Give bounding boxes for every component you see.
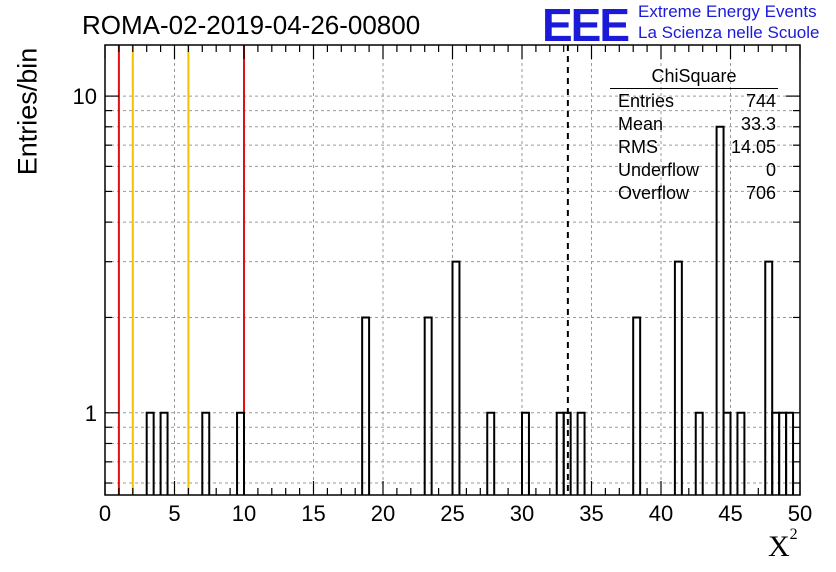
x-tick-label: 10 bbox=[232, 501, 256, 526]
x-tick-label: 50 bbox=[788, 501, 812, 526]
histogram-bin bbox=[361, 316, 371, 495]
x-tick-label: 20 bbox=[371, 501, 395, 526]
histogram-bin bbox=[451, 260, 461, 495]
histogram-bin bbox=[236, 411, 245, 495]
x-tick-label: 25 bbox=[440, 501, 464, 526]
x-tick-label: 5 bbox=[168, 501, 180, 526]
histogram-bin bbox=[632, 316, 642, 495]
histogram-bin bbox=[486, 411, 496, 495]
histogram-bin bbox=[694, 411, 704, 495]
logo-line-2: La Scienza nelle Scuole bbox=[638, 23, 820, 42]
histogram-bin bbox=[145, 411, 155, 495]
histogram-bin bbox=[764, 260, 774, 495]
x-tick-label: 30 bbox=[510, 501, 534, 526]
x-tick-label: 15 bbox=[301, 501, 325, 526]
y-axis-label: Entries/bin bbox=[12, 47, 43, 176]
histogram-bin bbox=[201, 411, 211, 495]
histogram-bin bbox=[521, 411, 530, 495]
y-tick-label: 10 bbox=[73, 84, 97, 109]
histogram-bin bbox=[576, 411, 586, 495]
stats-row-mean: Mean 33.3 bbox=[618, 114, 776, 134]
stats-row-underflow: Underflow 0 bbox=[618, 160, 776, 180]
stats-header: ChiSquare bbox=[610, 66, 778, 89]
x-tick-label: 0 bbox=[99, 501, 111, 526]
stats-row-rms: RMS 14.05 bbox=[618, 137, 776, 157]
histogram-bin bbox=[673, 260, 683, 495]
stats-row-entries: Entries 744 bbox=[618, 91, 776, 111]
x-axis-label: X2 bbox=[768, 526, 798, 563]
histogram-bin bbox=[736, 411, 746, 495]
logo-line-1: Extreme Energy Events bbox=[638, 2, 817, 21]
chart-title: ROMA-02-2019-04-26-00800 bbox=[82, 10, 421, 40]
histogram-bin bbox=[722, 411, 732, 495]
stats-row-overflow: Overflow 706 bbox=[618, 183, 776, 203]
x-tick-label: 45 bbox=[718, 501, 742, 526]
histogram-bin bbox=[423, 316, 433, 495]
x-tick-label: 40 bbox=[649, 501, 673, 526]
stats-box: ChiSquare Entries 744 Mean 33.3 RMS 14.05 U… bbox=[610, 66, 778, 205]
histogram-bin bbox=[159, 411, 169, 495]
y-tick-label: 1 bbox=[85, 401, 97, 426]
histogram-bin bbox=[715, 125, 725, 495]
eee-logo: EEE bbox=[542, 0, 630, 51]
x-tick-label: 35 bbox=[579, 501, 603, 526]
